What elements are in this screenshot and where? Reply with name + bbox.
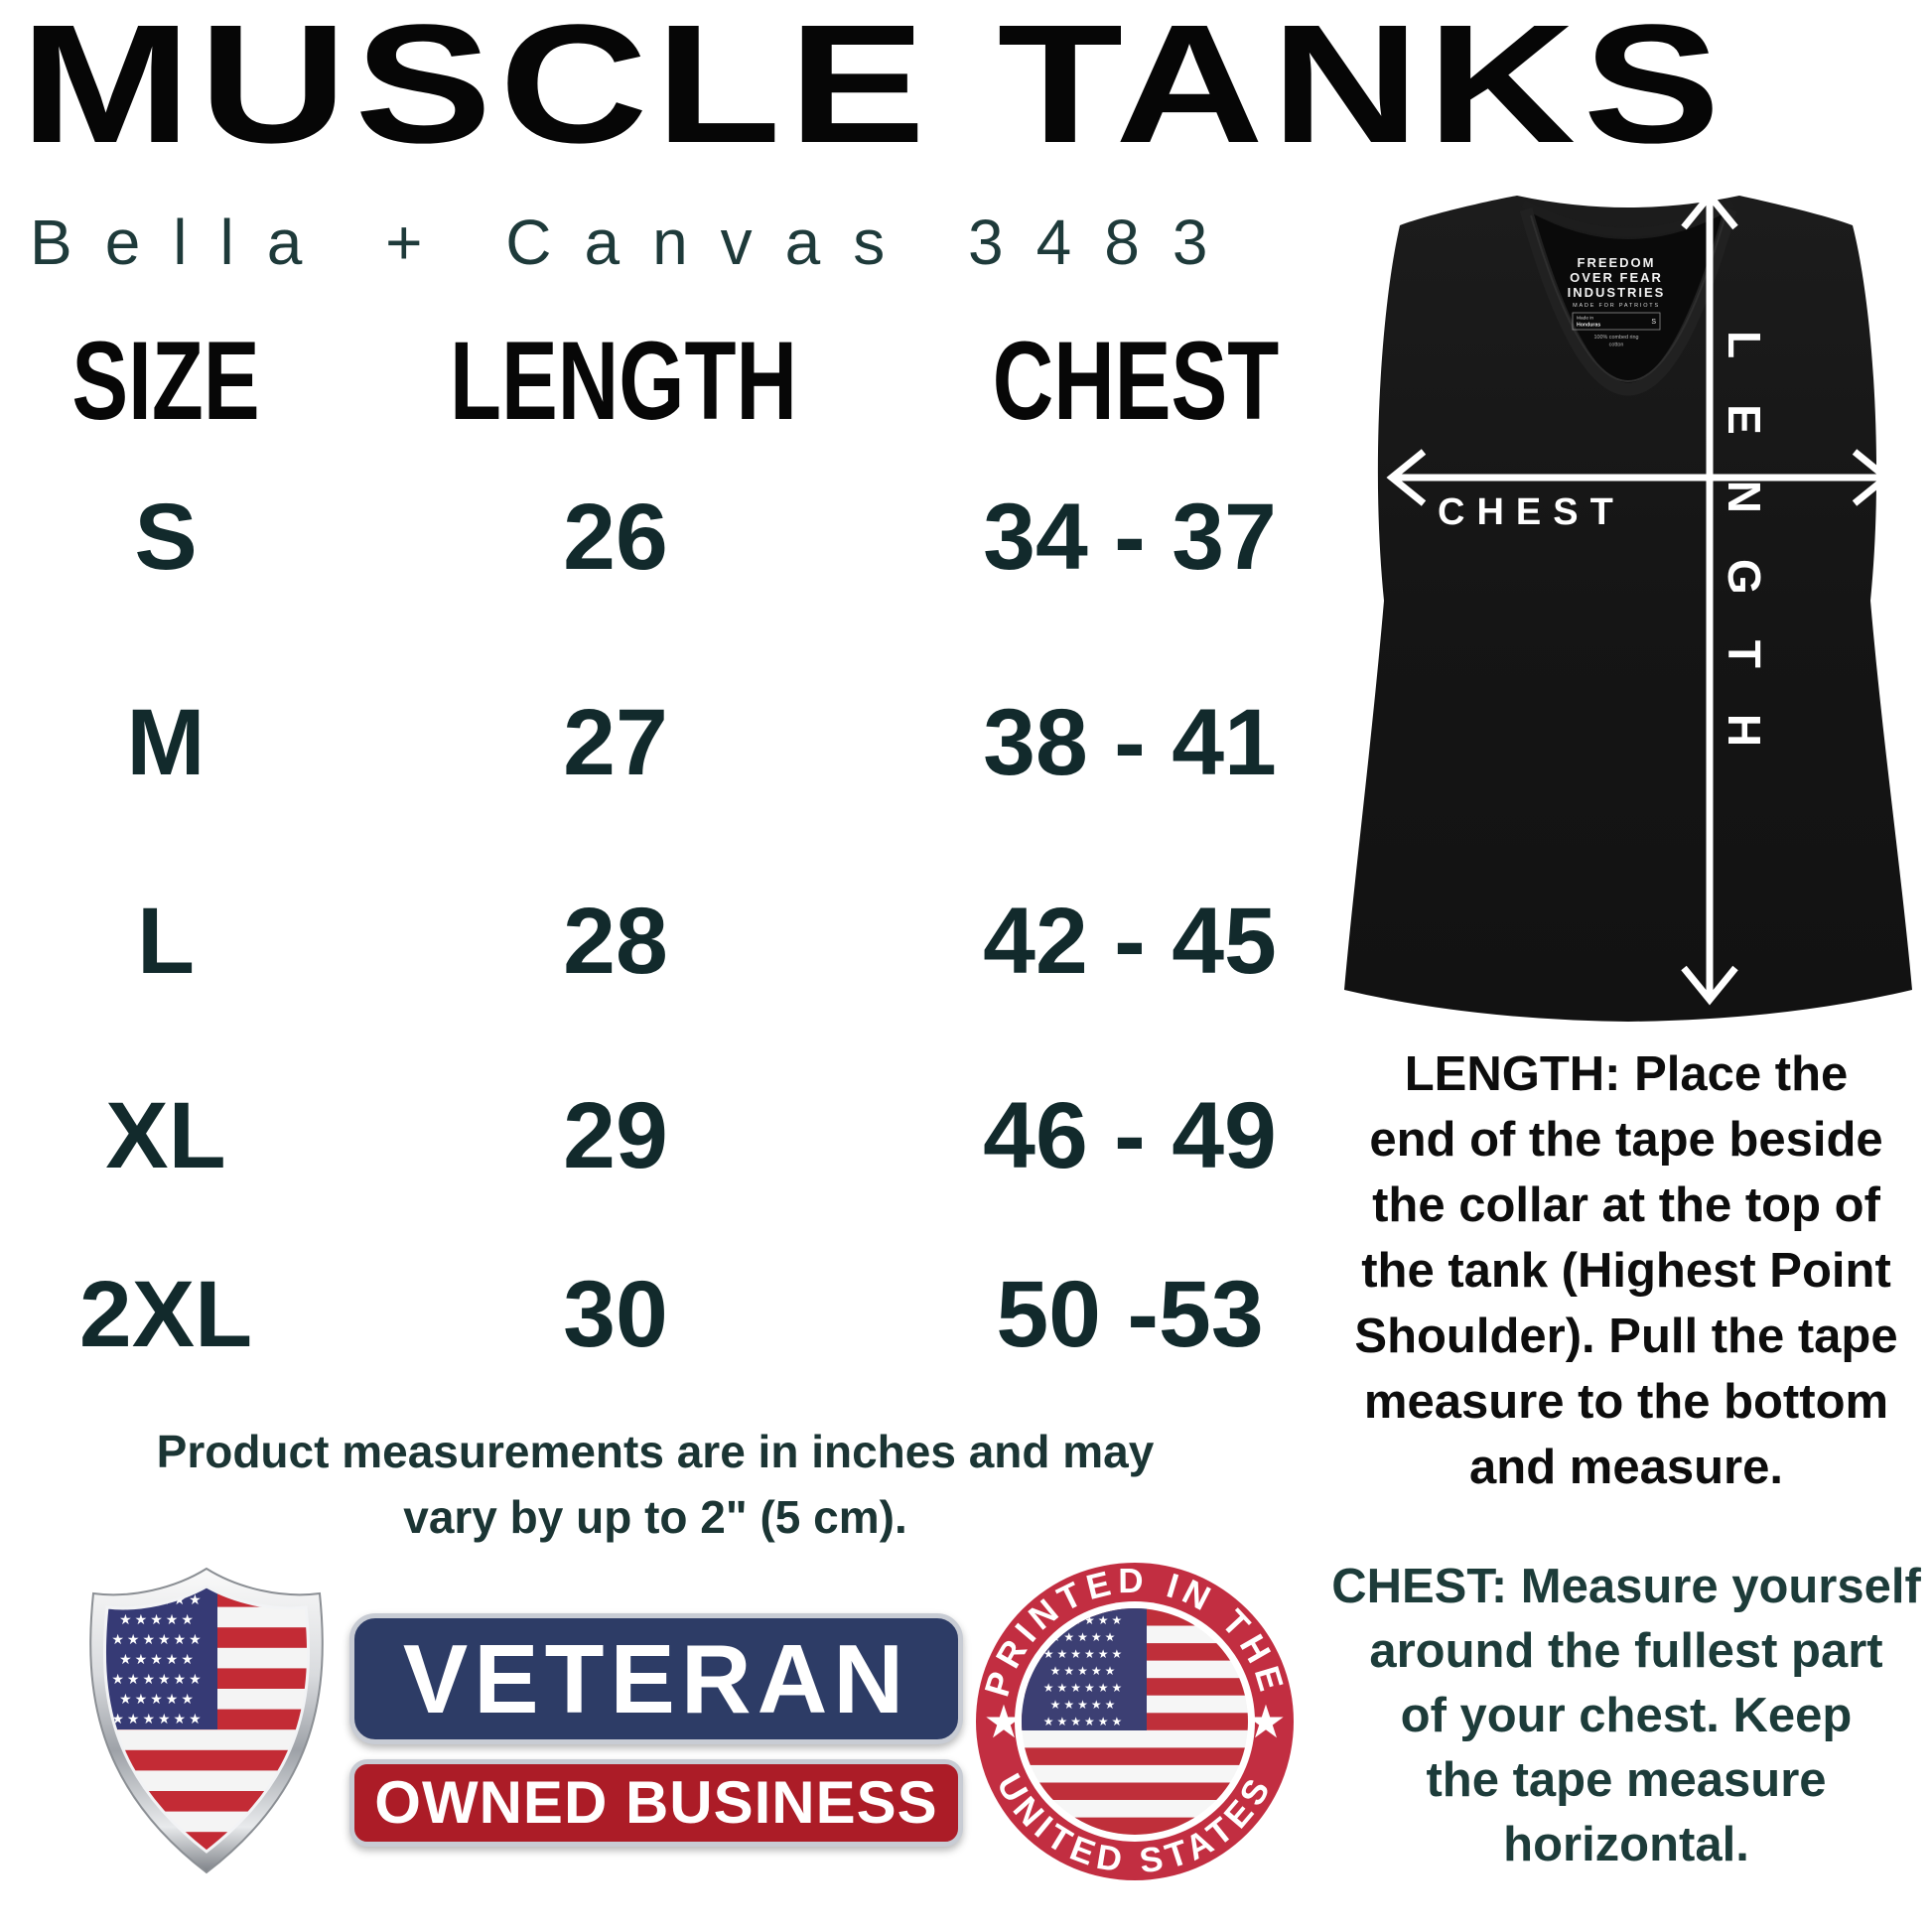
chest-value: 34 - 37 [983,484,1277,590]
length-value: 27 [563,690,668,795]
instruction-line: around the fullest part [1369,1624,1883,1678]
instruction-line: horizontal. [1503,1818,1749,1871]
chest-arrow [1386,449,1892,506]
length-instructions: LENGTH: Place the end of the tape beside… [1316,1041,1932,1500]
tank-body [1344,196,1912,1022]
neck-label: FREEDOM OVER FEAR INDUSTRIES MADE FOR PA… [1568,255,1666,348]
page-subtitle: Bella + Canvas 3483 [30,207,1241,278]
instruction-line: and measure. [1469,1441,1783,1494]
owned-business-label: OWNED BUSINESS [349,1759,963,1847]
chest-value: 42 - 45 [983,889,1277,994]
neck-label-brand-line: OVER FEAR [1570,270,1663,285]
chest-arrow-label: CHEST [1438,491,1625,533]
tank-graphic: FREEDOM OVER FEAR INDUSTRIES MADE FOR PA… [1344,190,1912,1022]
page-title: MUSCLE TANKS [20,0,1728,179]
instruction-line: the tank (Highest Point [1361,1244,1891,1298]
star-row: ★★★★★ [1050,1664,1119,1678]
star-row: ★★★★★★ [1043,1715,1126,1728]
neck-label-brand-line: INDUSTRIES [1568,285,1666,300]
tank-collar-highlight [1530,214,1726,382]
instruction-line: the collar at the top of [1372,1178,1880,1232]
chest-value: 46 - 49 [983,1083,1277,1188]
size-value: S [134,484,198,590]
neck-label-country: Honduras [1577,323,1600,329]
note-line: Product measurements are in inches and m… [156,1426,1155,1477]
badge-right-star-icon: ★ [1245,1695,1286,1748]
neck-label-box [1572,312,1661,331]
instruction-line: of your chest. Keep [1400,1689,1853,1742]
neck-label-material-line: cotton [1609,343,1624,348]
veteran-label: VETERAN [349,1613,963,1744]
star-row: ★★★★★ [119,1612,197,1628]
star-row: ★★★★★★ [111,1712,204,1727]
size-value: 2XL [78,1262,253,1367]
length-value: 29 [563,1083,668,1188]
length-arrow [1681,190,1738,1006]
badge-flag: ★★★★★★ ★★★★★ ★★★★★★ ★★★★★ ★★★★★★ ★★★★★ ★… [1022,1608,1248,1835]
star-row: ★★★★★★ [111,1632,204,1648]
size-value: L [136,889,196,994]
instruction-line: Shoulder). Pull the tape [1354,1310,1898,1363]
star-row: ★★★★★ [119,1692,197,1708]
chest-instructions: CHEST: Measure yourself around the fulle… [1316,1555,1932,1877]
shield-inner-edge [102,1585,311,1854]
length-arrow-label: LENGTH [1719,331,1770,793]
column-header-length: LENGTH [450,319,797,443]
note-line: vary by up to 2" (5 cm). [403,1491,907,1543]
neck-label-size: S [1651,319,1656,326]
neck-label-brand-line: FREEDOM [1578,255,1656,270]
star-row: ★★★★★★ [1043,1647,1126,1661]
chest-value: 38 - 41 [983,690,1277,795]
product-image-muscle-tank: FREEDOM OVER FEAR INDUSTRIES MADE FOR PA… [1320,164,1932,1037]
size-value: XL [105,1083,226,1188]
chest-value: 50 -53 [996,1262,1264,1367]
column-header-size: SIZE [71,319,260,443]
printed-in-usa-badge: ★★★★★★ ★★★★★ ★★★★★★ ★★★★★ ★★★★★★ ★★★★★ ★… [976,1562,1294,1880]
star-row: ★★★★★★ [111,1672,204,1688]
star-row: ★★★★★ [119,1652,197,1668]
star-row: ★★★★★★ [1043,1681,1126,1695]
shield-flag-canton [104,1587,217,1729]
size-value: M [126,690,206,795]
neck-label-made-in: Made in [1577,316,1593,322]
instruction-line: the tape measure [1426,1753,1827,1807]
measurement-note: Product measurements are in inches and m… [157,1419,1155,1550]
instruction-line: measure to the bottom [1363,1375,1889,1429]
neck-label-material-line: 100% combed ring [1594,335,1639,341]
shield-flag: ★★★★★★ ★★★★★ ★★★★★★ ★★★★★ ★★★★★★ ★★★★★ ★… [104,1587,309,1852]
length-value: 28 [563,889,668,994]
instruction-line: LENGTH: Place the [1404,1047,1849,1101]
length-value: 30 [563,1262,668,1367]
american-flag-shield-icon: ★★★★★★ ★★★★★ ★★★★★★ ★★★★★ ★★★★★★ ★★★★★ ★… [89,1567,324,1874]
star-row: ★★★★★ [1050,1630,1119,1644]
instruction-line: CHEST: Measure yourself [1331,1560,1921,1613]
length-value: 26 [563,484,668,590]
badge-left-star-icon: ★ [983,1695,1024,1748]
column-header-chest: CHEST [992,319,1280,443]
tank-collar-front [1519,207,1737,396]
star-row: ★★★★★ [1050,1698,1119,1712]
instruction-line: end of the tape beside [1369,1113,1883,1167]
neck-label-tagline: MADE FOR PATRIOTS [1573,303,1660,309]
